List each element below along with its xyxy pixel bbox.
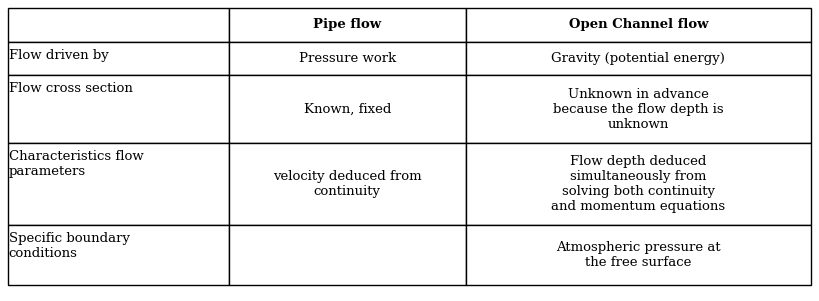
Text: Flow cross section: Flow cross section (9, 82, 133, 95)
Text: Characteristics flow
parameters: Characteristics flow parameters (9, 150, 143, 178)
Text: Flow depth deduced
simultaneously from
solving both continuity
and momentum equa: Flow depth deduced simultaneously from s… (551, 155, 726, 213)
Bar (8, 42, 229, 75)
Bar (8, 8, 229, 42)
Text: Pressure work: Pressure work (299, 52, 396, 65)
Bar (8, 75, 229, 143)
Bar (229, 225, 466, 285)
Bar (466, 225, 811, 285)
Bar (229, 75, 466, 143)
Bar (229, 8, 466, 42)
Bar (466, 75, 811, 143)
Bar (229, 42, 466, 75)
Text: Gravity (potential energy): Gravity (potential energy) (551, 52, 726, 65)
Text: Open Channel flow: Open Channel flow (568, 18, 708, 31)
Text: Atmospheric pressure at
the free surface: Atmospheric pressure at the free surface (556, 241, 721, 269)
Text: Known, fixed: Known, fixed (304, 103, 391, 116)
Bar (466, 143, 811, 225)
Bar (8, 225, 229, 285)
Text: velocity deduced from
continuity: velocity deduced from continuity (273, 170, 422, 198)
Bar (229, 143, 466, 225)
Bar (466, 42, 811, 75)
Text: Specific boundary
conditions: Specific boundary conditions (9, 232, 129, 260)
Text: Unknown in advance
because the flow depth is
unknown: Unknown in advance because the flow dept… (553, 88, 724, 131)
Bar (466, 8, 811, 42)
Text: Flow driven by: Flow driven by (9, 49, 109, 62)
Text: Pipe flow: Pipe flow (313, 18, 382, 31)
Bar (8, 143, 229, 225)
